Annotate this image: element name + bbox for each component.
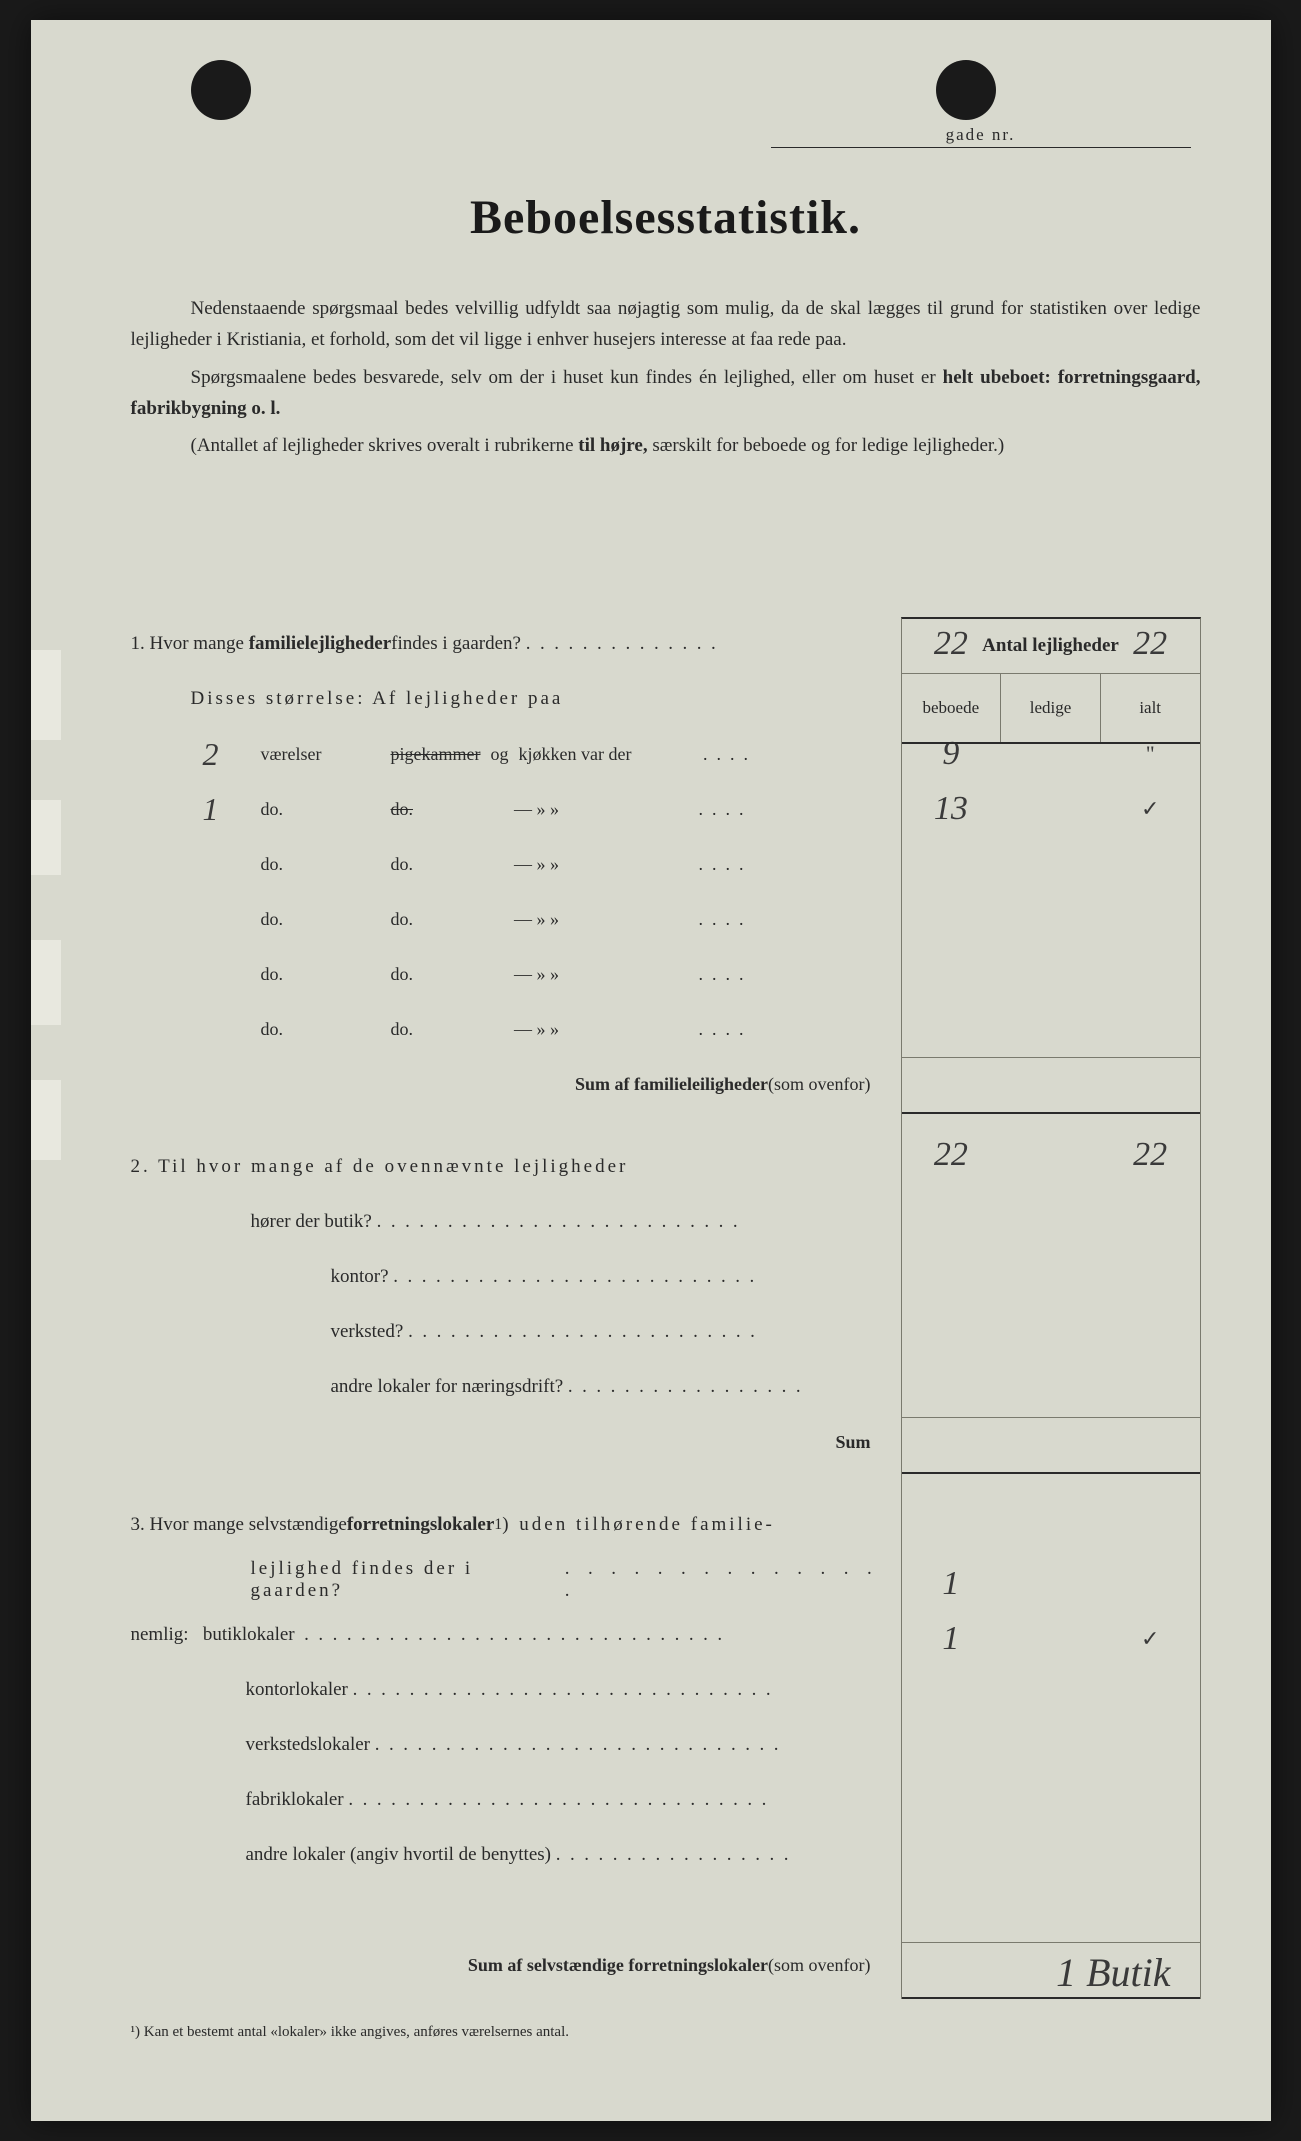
q1-text: 1. Hvor mange familielejligheder findes … xyxy=(131,617,881,672)
size-row-2: 1 do. do. — » » . . . . xyxy=(131,782,881,837)
q1-sum-data: 22 22 xyxy=(902,1114,1200,1197)
questions-column: 1. Hvor mange familielejligheder findes … xyxy=(131,617,901,1999)
size-row-4: do. do. — » » . . . . xyxy=(131,892,881,947)
torn-edge xyxy=(31,1080,61,1160)
torn-edge xyxy=(31,800,61,875)
col-beboede: beboede xyxy=(902,674,1001,742)
q3-item-4: fabriklokaler . . . . . . . . . . . . . … xyxy=(131,1773,881,1828)
q2-text: 2. Til hvor mange af de ovennævnte lejli… xyxy=(131,1140,881,1195)
torn-edge xyxy=(31,940,61,1025)
blank-sum-row xyxy=(902,1057,1200,1112)
header-main: Antal lejligheder xyxy=(902,619,1200,674)
col-ledige: ledige xyxy=(1000,674,1101,742)
q2-item-1: hører der butik? . . . . . . . . . . . .… xyxy=(131,1195,881,1250)
table-header: Antal lejligheder beboede ledige ialt xyxy=(901,617,1201,744)
size-row-1: 2 værelser pigekammer og kjøkken var der… xyxy=(131,727,881,782)
q3-text-1: 3. Hvor mange selvstændige forretningslo… xyxy=(131,1498,881,1553)
q2-item-4: andre lokaler for næringsdrift? . . . . … xyxy=(131,1360,881,1415)
q2-item-3: verksted? . . . . . . . . . . . . . . . … xyxy=(131,1305,881,1360)
punch-hole-right xyxy=(936,60,996,120)
punch-hole-left xyxy=(191,60,251,120)
torn-edge xyxy=(31,650,61,740)
size-row-6: do. do. — » » . . . . xyxy=(131,1002,881,1057)
q2-item-2: kontor? . . . . . . . . . . . . . . . . … xyxy=(131,1250,881,1305)
q1-sum: Sum af familieleiligheder (som ovenfor) xyxy=(131,1057,881,1112)
q2-sum: Sum xyxy=(131,1415,881,1470)
size-row-5: do. do. — » » . . . . xyxy=(131,947,881,1002)
q3-sum: Sum af selvstændige forretningslokaler (… xyxy=(131,1938,881,1993)
gade-nr-field: gade nr. xyxy=(771,125,1191,148)
q3-item-3: verkstedslokaler . . . . . . . . . . . .… xyxy=(131,1718,881,1773)
page-title: Beboelsesstatistik. xyxy=(131,190,1201,245)
q3-text-2: lejlighed findes der i gaarden? . . . . … xyxy=(131,1553,881,1608)
intro-p3: (Antallet af lejligheder skrives overalt… xyxy=(131,430,1201,461)
table-area: Antal lejligheder beboede ledige ialt 1.… xyxy=(131,617,1201,1999)
size-row-3: do. do. — » » . . . . xyxy=(131,837,881,892)
q3-main-data: 1 xyxy=(902,1557,1200,1612)
data-column: 22 22 9 " 13 ✓ xyxy=(901,617,1201,1999)
intro-p1: Nedenstaaende spørgsmaal bedes velvillig… xyxy=(131,293,1201,356)
document-page: gade nr. Beboelsesstatistik. Nedenstaaen… xyxy=(31,20,1271,2121)
footnote: ¹) Kan et bestemt antal «lokaler» ikke a… xyxy=(131,2024,1201,2041)
intro-p2: Spørgsmaalene bedes besvarede, selv om d… xyxy=(131,362,1201,425)
gade-label: gade nr. xyxy=(946,125,1016,144)
q1-sub: Disses størrelse: Af lejligheder paa xyxy=(131,672,881,727)
q3-item-2: kontorlokaler . . . . . . . . . . . . . … xyxy=(131,1663,881,1718)
q3-butik-data: 1 ✓ xyxy=(902,1612,1200,1667)
q3-nemlig: nemlig: butiklokaler . . . . . . . . . .… xyxy=(131,1608,881,1663)
row2-data: 13 ✓ xyxy=(902,782,1200,837)
bottom-handwriting: 1 Butik xyxy=(1056,1949,1170,1996)
q3-item-5: andre lokaler (angiv hvortil de benyttes… xyxy=(131,1828,881,1883)
col-ialt: ialt xyxy=(1101,674,1200,742)
